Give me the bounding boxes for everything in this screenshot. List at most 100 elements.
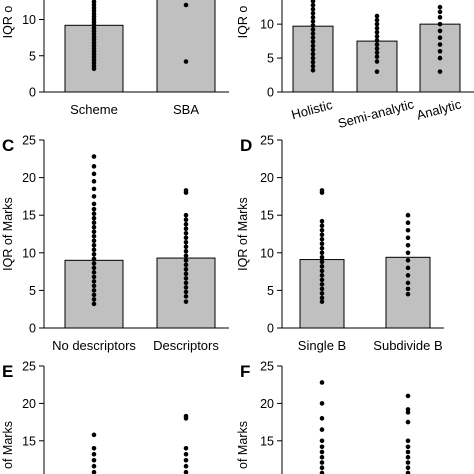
data-point: [374, 50, 380, 55]
data-point: [405, 250, 411, 256]
data-point: [183, 280, 189, 286]
data-point: [91, 270, 97, 275]
data-point: [319, 259, 325, 265]
data-point: [91, 229, 97, 235]
data-point: [91, 201, 97, 207]
y-tick-label: 25: [260, 360, 274, 374]
data-point: [319, 232, 325, 238]
y-axis-label: IQR o: [1, 6, 15, 39]
y-tick-label: 5: [29, 284, 36, 298]
data-point: [405, 449, 411, 455]
data-point: [405, 235, 411, 241]
data-point: [405, 291, 411, 297]
data-point: [91, 297, 97, 302]
y-axis-label: IQR of Marks: [1, 197, 15, 271]
x-category-label: Analytic: [415, 96, 463, 122]
data-point: [91, 252, 97, 257]
data-point: [405, 286, 411, 292]
data-point: [91, 457, 97, 463]
data-point: [319, 218, 325, 224]
data-point: [405, 265, 411, 271]
data-point: [437, 9, 443, 15]
data-point: [319, 416, 325, 421]
data-point: [91, 247, 97, 253]
data-point: [319, 291, 325, 296]
data-point: [405, 454, 411, 460]
data-point: [319, 245, 325, 251]
data-point: [310, 2, 316, 8]
data-point: [374, 54, 380, 60]
data-point: [437, 4, 443, 10]
y-tick-label: 15: [260, 209, 274, 223]
data-point: [91, 154, 97, 159]
chart-panel-2: 0 5 10 IQR o Holistic Semi-analytic Analytic: [236, 0, 474, 131]
bar: [156, 0, 216, 93]
data-point: [91, 261, 97, 266]
data-point: [405, 393, 411, 399]
y-tick-label: 0: [29, 86, 36, 100]
y-tick-label: 0: [29, 322, 36, 336]
data-point: [183, 457, 189, 463]
y-tick-label: 20: [22, 171, 36, 185]
data-point: [183, 239, 189, 245]
data-point: [310, 43, 316, 49]
data-point: [319, 380, 325, 385]
data-point: [405, 212, 411, 218]
y-tick-label: 10: [260, 246, 274, 260]
data-point: [91, 283, 97, 289]
data-point: [437, 69, 443, 74]
data-point: [91, 171, 97, 177]
data-point: [91, 469, 97, 474]
data-point: [310, 63, 316, 69]
data-point: [91, 445, 97, 451]
data-point: [310, 31, 316, 36]
data-point: [405, 444, 411, 450]
data-point: [405, 280, 411, 286]
data-point: [310, 39, 316, 45]
data-point: [374, 46, 380, 51]
data-point: [183, 258, 189, 263]
x-category-label: Descriptors: [153, 338, 219, 353]
data-point: [183, 451, 189, 457]
data-point: [183, 271, 189, 277]
panel-label: D: [240, 136, 252, 155]
y-axis-label: of Marks: [1, 421, 15, 469]
data-point: [183, 226, 189, 232]
data-point: [437, 28, 443, 34]
data-point: [437, 55, 443, 61]
data-point: [405, 242, 411, 248]
data-point: [310, 6, 316, 12]
data-point: [91, 451, 97, 457]
data-point: [437, 35, 443, 41]
data-point: [91, 164, 97, 169]
data-point: [319, 241, 325, 247]
data-point: [405, 460, 411, 465]
y-tick-label: 10: [260, 18, 274, 32]
data-point: [91, 432, 97, 438]
data-point: [405, 220, 411, 226]
chart-panel-3: C 0 5 10 15 20 25 IQR of Marks No descriptors Des…: [1, 134, 229, 353]
data-point: [183, 262, 189, 268]
data-point: [374, 42, 380, 47]
data-point: [319, 401, 325, 406]
data-point: [437, 21, 443, 27]
data-point: [91, 463, 97, 469]
data-point: [183, 235, 189, 241]
data-point: [183, 253, 189, 259]
data-point: [319, 470, 325, 474]
data-point: [319, 438, 325, 444]
chart-panel-6: F 15 20 25 of Marks: [236, 360, 411, 474]
panel-label: F: [240, 362, 250, 381]
data-point: [91, 211, 97, 216]
data-point: [183, 413, 189, 419]
y-axis-label: IQR of Marks: [236, 197, 250, 271]
data-point: [374, 29, 380, 35]
data-point: [319, 264, 325, 269]
data-point: [183, 294, 189, 299]
data-point: [310, 19, 316, 24]
data-point: [319, 427, 325, 432]
x-category-label: Holistic: [290, 97, 335, 122]
data-point: [91, 292, 97, 298]
